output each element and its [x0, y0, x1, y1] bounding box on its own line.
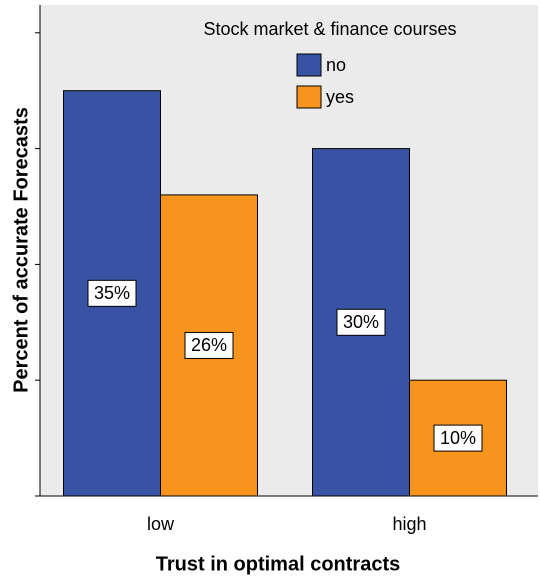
- legend-label: yes: [326, 87, 354, 107]
- value-label: 35%: [94, 283, 130, 303]
- value-label-box: [336, 308, 386, 336]
- y-axis-title: Percent of accurate Forecasts: [10, 107, 32, 393]
- legend-swatch: [296, 53, 322, 77]
- x-tick-label: low: [147, 514, 175, 534]
- legend-title: Stock market & finance courses: [203, 19, 456, 39]
- x-tick-label: high: [392, 514, 426, 534]
- legend-label: no: [326, 55, 346, 75]
- value-label-box: [184, 331, 234, 359]
- value-label: 10%: [440, 428, 476, 448]
- value-label-box: [87, 279, 137, 307]
- value-label: 26%: [191, 335, 227, 355]
- value-label: 30%: [343, 312, 379, 332]
- value-label-box: [433, 424, 483, 452]
- legend-swatch: [296, 85, 322, 109]
- x-axis-title: Trust in optimal contracts: [156, 553, 400, 575]
